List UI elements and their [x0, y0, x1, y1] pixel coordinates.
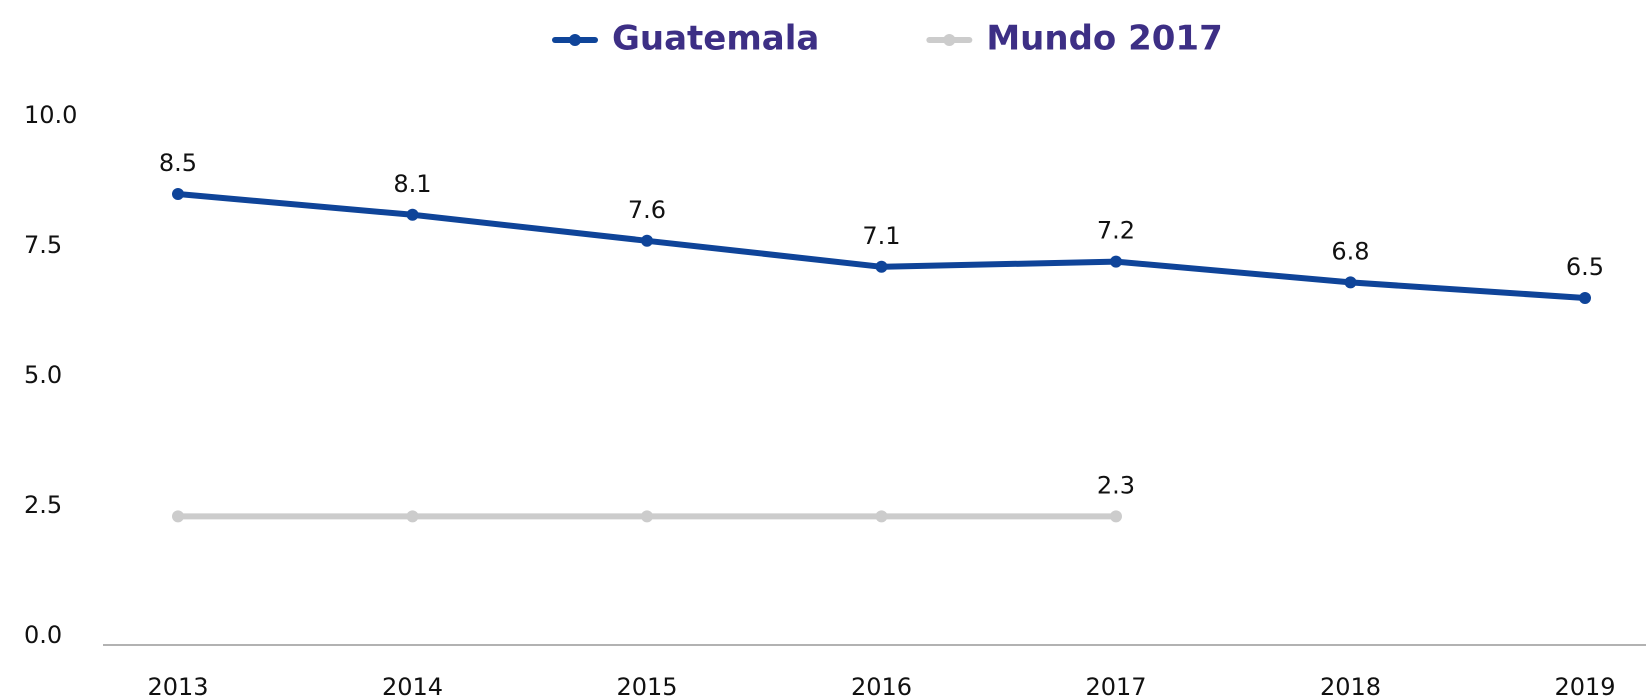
data-point — [1110, 255, 1122, 268]
data-label: 7.6 — [628, 196, 666, 224]
y-tick-label: 0.0 — [24, 621, 62, 649]
data-point — [1344, 276, 1357, 289]
data-point — [1579, 292, 1591, 304]
legend-label: Guatemala — [612, 19, 819, 59]
data-label: 6.5 — [1566, 253, 1604, 281]
data-label: 7.1 — [862, 222, 900, 250]
x-tick-label: 2017 — [1085, 673, 1146, 700]
data-point — [641, 234, 653, 247]
data-label: 2.3 — [1097, 471, 1135, 499]
x-tick-label: 2015 — [616, 673, 677, 700]
x-tick-label: 2019 — [1554, 673, 1615, 700]
data-point — [406, 208, 419, 221]
data-point — [875, 260, 888, 273]
data-point — [406, 510, 419, 523]
y-tick-label: 7.5 — [24, 231, 62, 259]
data-label: 7.2 — [1097, 217, 1135, 245]
legend-label: Mundo 2017 — [986, 19, 1222, 59]
legend-marker — [569, 34, 581, 46]
y-tick-label: 2.5 — [24, 491, 62, 519]
legend-marker — [943, 34, 956, 46]
x-tick-label: 2014 — [382, 673, 443, 700]
data-point — [641, 510, 653, 523]
x-tick-label: 2013 — [147, 673, 208, 700]
x-tick-label: 2016 — [851, 673, 912, 700]
data-label: 8.1 — [393, 170, 431, 198]
y-tick-label: 10.0 — [24, 101, 77, 129]
y-tick-label: 5.0 — [24, 361, 62, 389]
data-label: 6.8 — [1331, 237, 1369, 265]
data-label: 8.5 — [159, 149, 197, 177]
data-point — [875, 510, 888, 523]
data-point — [1110, 510, 1122, 523]
x-tick-label: 2018 — [1320, 673, 1381, 700]
data-point — [172, 188, 184, 200]
data-point — [172, 510, 184, 523]
